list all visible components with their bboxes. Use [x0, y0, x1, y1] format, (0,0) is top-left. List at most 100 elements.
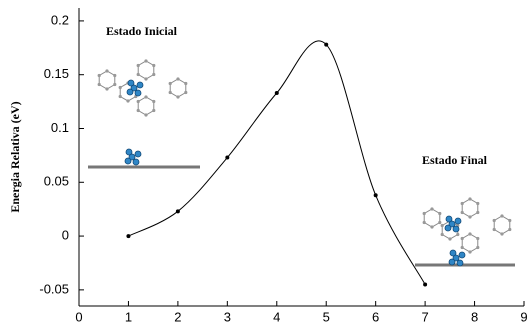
cluster-atom — [450, 250, 456, 256]
atom — [468, 197, 471, 200]
ring — [462, 234, 478, 252]
atom — [461, 202, 464, 205]
atom — [476, 246, 479, 249]
y-tick-label: 0.05 — [44, 174, 69, 189]
cluster-atom — [457, 260, 463, 266]
x-tick-label: 6 — [372, 309, 379, 324]
cluster-atom — [449, 259, 455, 265]
cluster-atom — [446, 216, 452, 222]
atom — [105, 87, 108, 90]
x-tick-label: 9 — [520, 309, 527, 324]
point — [126, 234, 130, 238]
atom — [98, 83, 101, 86]
atom — [144, 95, 147, 98]
atom — [119, 86, 122, 89]
point — [423, 282, 427, 286]
atom — [441, 224, 444, 227]
atom — [137, 109, 140, 112]
atom — [468, 250, 471, 253]
ring — [170, 79, 186, 97]
cluster-atom — [127, 89, 133, 95]
atom — [152, 100, 155, 103]
cluster-atom — [135, 151, 141, 157]
atom — [461, 237, 464, 240]
ring — [494, 216, 510, 234]
atom — [169, 82, 172, 85]
atom — [169, 91, 172, 94]
atom — [152, 109, 155, 112]
atom — [184, 82, 187, 85]
point — [225, 156, 229, 160]
cluster-atom — [445, 225, 451, 231]
atom — [456, 233, 459, 236]
y-tick-label: 0.1 — [51, 120, 69, 135]
x-tick-label: 1 — [125, 309, 132, 324]
x-tick-label: 8 — [471, 309, 478, 324]
annotation: Estado Final — [422, 153, 488, 167]
annotation: Estado Inicial — [106, 24, 178, 38]
y-tick-label: 0.2 — [51, 12, 69, 27]
atom — [500, 214, 503, 217]
ring — [138, 61, 154, 79]
atom — [113, 74, 116, 77]
atom — [448, 237, 451, 240]
cluster-atom — [453, 226, 459, 232]
atom — [144, 77, 147, 80]
cluster-atom — [135, 90, 141, 96]
x-tick-label: 3 — [224, 309, 231, 324]
atom — [430, 225, 433, 228]
atom — [468, 232, 471, 235]
cluster-atom — [137, 82, 143, 88]
atom — [184, 91, 187, 94]
atom — [119, 95, 122, 98]
point — [176, 209, 180, 213]
point — [374, 193, 378, 197]
atom — [438, 221, 441, 224]
ring — [462, 199, 478, 217]
cluster-atom — [126, 149, 132, 155]
cluster-atom — [459, 252, 465, 258]
atom — [461, 211, 464, 214]
atom — [152, 73, 155, 76]
atom — [144, 59, 147, 62]
y-tick-label: 0.15 — [44, 66, 69, 81]
ring — [138, 97, 154, 115]
atom — [508, 219, 511, 222]
y-tick-label: -0.05 — [39, 281, 69, 296]
atom — [423, 212, 426, 215]
atom — [152, 64, 155, 67]
atom — [476, 211, 479, 214]
atom — [468, 215, 471, 218]
x-tick-label: 0 — [75, 309, 82, 324]
atom — [176, 95, 179, 98]
point — [275, 91, 279, 95]
atom — [423, 221, 426, 224]
atom — [137, 100, 140, 103]
atom — [430, 207, 433, 210]
x-tick-label: 5 — [323, 309, 330, 324]
y-tick-label: 0 — [62, 228, 69, 243]
atom — [438, 212, 441, 215]
cluster-atom — [128, 80, 134, 86]
x-tick-label: 7 — [421, 309, 428, 324]
atom — [137, 73, 140, 76]
atom — [105, 69, 108, 72]
atom — [500, 232, 503, 235]
atom — [126, 99, 129, 102]
atom — [113, 83, 116, 86]
line — [128, 41, 425, 285]
y-axis-label: Energia Relativa (eV) — [8, 101, 22, 212]
chart: Estado Inicial Estado Final Energia Rela… — [0, 0, 529, 326]
point — [324, 43, 328, 47]
atom — [441, 233, 444, 236]
atom — [476, 202, 479, 205]
atom — [493, 219, 496, 222]
atom — [98, 74, 101, 77]
x-tick-label: 4 — [273, 309, 280, 324]
atom — [508, 228, 511, 231]
atom — [476, 237, 479, 240]
cluster-atom — [455, 218, 461, 224]
atom — [137, 64, 140, 67]
cluster-atom — [125, 158, 131, 164]
atom — [176, 77, 179, 80]
